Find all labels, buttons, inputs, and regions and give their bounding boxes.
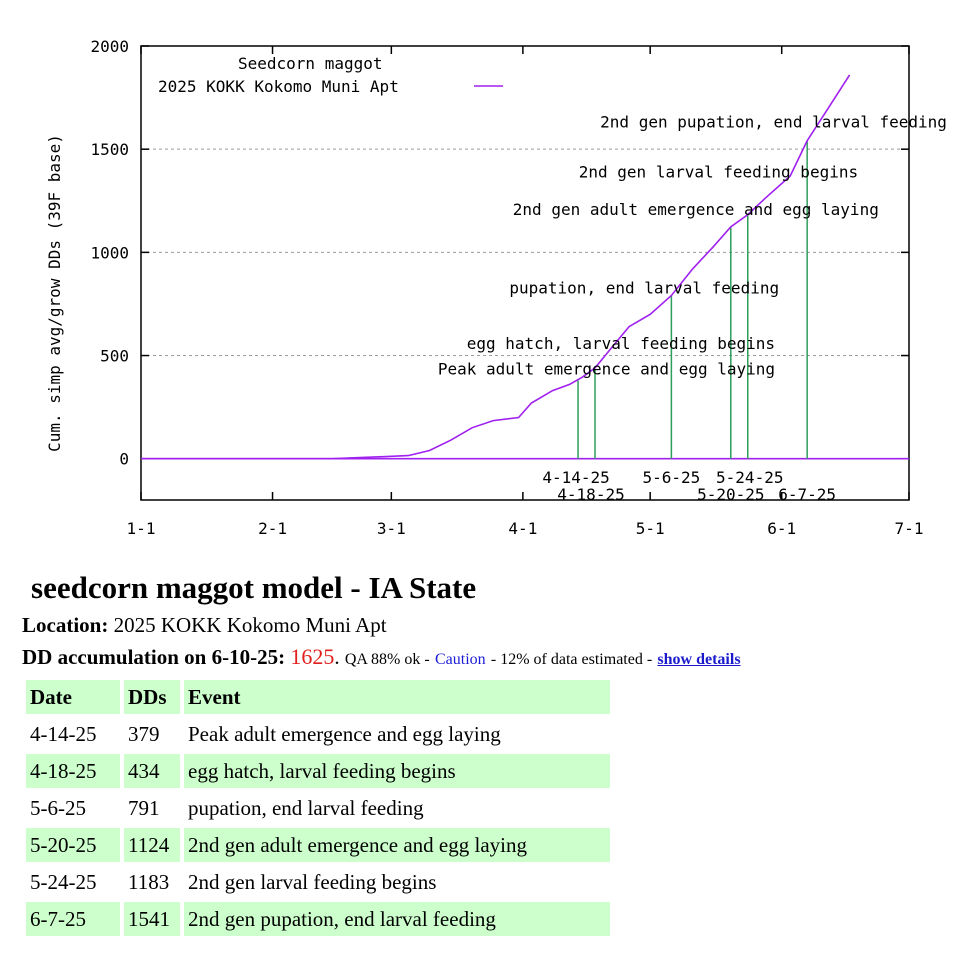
x-tick-label: 2-1 [258, 519, 287, 538]
table-row: 5-24-25 1183 2nd gen larval feeding begi… [26, 865, 610, 899]
cell-dds: 1183 [128, 869, 170, 894]
series-line [141, 74, 851, 460]
show-details-link[interactable]: show details [657, 651, 741, 668]
table-row: 6-7-25 1541 2nd gen pupation, end larval… [26, 902, 610, 936]
x-tick-label: 1-1 [127, 519, 156, 538]
y-tick-label: 500 [100, 347, 129, 366]
event-label: 2nd gen pupation, end larval feeding [600, 113, 947, 132]
plot-frame [140, 45, 910, 501]
y-tick-label: 1500 [90, 140, 129, 159]
event-date-label: 4-14-25 [542, 468, 609, 487]
cell-dds: 379 [128, 721, 160, 746]
x-tick-label: 5-1 [636, 519, 665, 538]
event-label: pupation, end larval feeding [509, 278, 779, 297]
cell-date: 5-24-25 [30, 869, 97, 894]
dd-accumulation-line: DD accumulation on 6-10-25: 1625. QA 88%… [22, 641, 952, 675]
x-tick-label: 3-1 [377, 519, 406, 538]
y-tick-label: 2000 [90, 37, 129, 56]
cell-dds: 1541 [124, 902, 180, 936]
cell-event: 2nd gen adult emergence and egg laying [184, 828, 610, 862]
event-date-label: 4-18-25 [557, 485, 624, 504]
header-date: Date [26, 680, 120, 714]
y-tick-label: 0 [119, 450, 129, 469]
cell-dds: 1124 [124, 828, 180, 862]
y-axis-label: Cum. simp avg/grow DDs (39F base) [45, 134, 64, 452]
estimate-note: - 12% of data estimated - [490, 651, 653, 668]
header-event: Event [184, 680, 610, 714]
cell-event: 2nd gen pupation, end larval feeding [184, 902, 610, 936]
table-row: 4-14-25 379 Peak adult emergence and egg… [26, 717, 610, 751]
x-tick-label: 6-1 [767, 519, 796, 538]
event-label: 2nd gen larval feeding begins [579, 163, 858, 182]
cell-event: Peak adult emergence and egg laying [188, 721, 501, 746]
cell-date: 4-14-25 [30, 721, 97, 746]
dd-accumulation-label: DD accumulation on 6-10-25: [22, 645, 286, 669]
location-label: Location: [22, 613, 109, 637]
y-tick-label: 1000 [90, 243, 129, 262]
event-date-label: 5-20-25 [697, 485, 764, 504]
event-label: Peak adult emergence and egg laying [438, 360, 775, 379]
x-tick-label: 7-1 [895, 519, 924, 538]
cell-date: 5-6-25 [30, 795, 86, 820]
report-panel: seedcorn maggot model - IA State Locatio… [22, 566, 952, 939]
table-header-row: Date DDs Event [26, 680, 610, 714]
caution-badge: Caution [434, 651, 486, 668]
table-row: 5-6-25 791 pupation, end larval feeding [26, 791, 610, 825]
dd-chart: 0 500 1000 1500 2000 1-1 2-1 3-1 4-1 5-1 6-1 7-1 Cum… [45, 37, 947, 538]
event-label: 2nd gen adult emergence and egg laying [513, 200, 879, 219]
event-date-label: 5-6-25 [642, 468, 700, 487]
legend-entry-label: 2025 KOKK Kokomo Muni Apt [158, 77, 399, 96]
cell-event: pupation, end larval feeding [188, 795, 424, 820]
legend-title: Seedcorn maggot [238, 54, 383, 73]
cell-dds: 434 [124, 754, 180, 788]
qa-status: QA 88% ok - [344, 651, 430, 668]
cell-date: 6-7-25 [26, 902, 120, 936]
location-line: Location: 2025 KOKK Kokomo Muni Apt [22, 610, 952, 641]
dd-accumulation-value: 1625 [290, 644, 335, 669]
cell-date: 5-20-25 [26, 828, 120, 862]
dd-suffix: . [334, 645, 340, 669]
event-date-label: 5-24-25 [716, 468, 783, 487]
cell-event: egg hatch, larval feeding begins [184, 754, 610, 788]
cell-date: 4-18-25 [26, 754, 120, 788]
event-label: egg hatch, larval feeding begins [467, 334, 775, 353]
events-table: Date DDs Event 4-14-25 379 Peak adult em… [22, 677, 614, 939]
cell-dds: 791 [128, 795, 160, 820]
chart-area: 0 500 1000 1500 2000 1-1 2-1 3-1 4-1 5-1 6-1 7-1 Cum… [45, 37, 947, 538]
header-dds: DDs [124, 680, 180, 714]
table-row: 4-18-25 434 egg hatch, larval feeding be… [26, 754, 610, 788]
location-value: 2025 KOKK Kokomo Muni Apt [113, 613, 387, 637]
table-row: 5-20-25 1124 2nd gen adult emergence and… [26, 828, 610, 862]
page-title: seedcorn maggot model - IA State [31, 570, 477, 605]
cell-event: 2nd gen larval feeding begins [188, 869, 437, 894]
x-tick-label: 4-1 [508, 519, 537, 538]
event-date-label: 6-7-25 [778, 485, 836, 504]
